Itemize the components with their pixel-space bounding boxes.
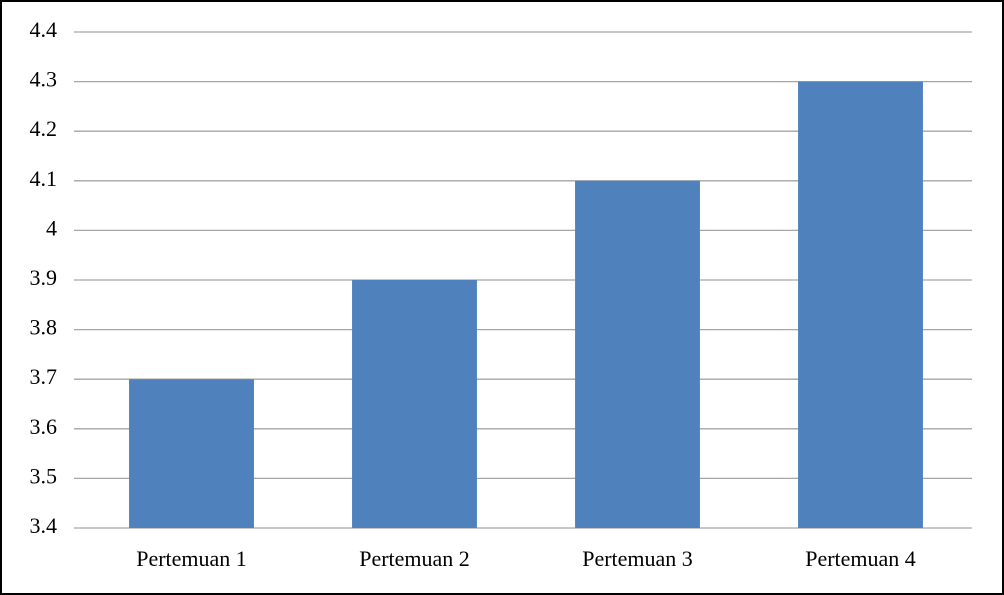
y-tick-label: 3.9 xyxy=(30,265,58,290)
y-tick-label: 3.7 xyxy=(30,364,58,389)
x-tick-label: Pertemuan 4 xyxy=(805,546,916,571)
y-tick-label: 3.8 xyxy=(30,315,58,340)
x-tick-label: Pertemuan 3 xyxy=(582,546,693,571)
x-tick-label: Pertemuan 1 xyxy=(136,546,247,571)
y-tick-label: 3.5 xyxy=(30,463,58,488)
bar xyxy=(129,379,254,528)
y-tick-label: 3.4 xyxy=(30,513,58,538)
y-tick-label: 4.2 xyxy=(30,116,58,141)
bar xyxy=(798,81,923,528)
y-tick-label: 4.1 xyxy=(30,166,58,191)
y-tick-label: 3.6 xyxy=(30,414,58,439)
bar xyxy=(352,280,477,528)
y-tick-label: 4.3 xyxy=(30,67,58,92)
y-tick-label: 4 xyxy=(46,215,57,240)
y-tick-label: 4.4 xyxy=(30,17,58,42)
bar xyxy=(575,180,700,529)
x-tick-label: Pertemuan 2 xyxy=(359,546,470,571)
